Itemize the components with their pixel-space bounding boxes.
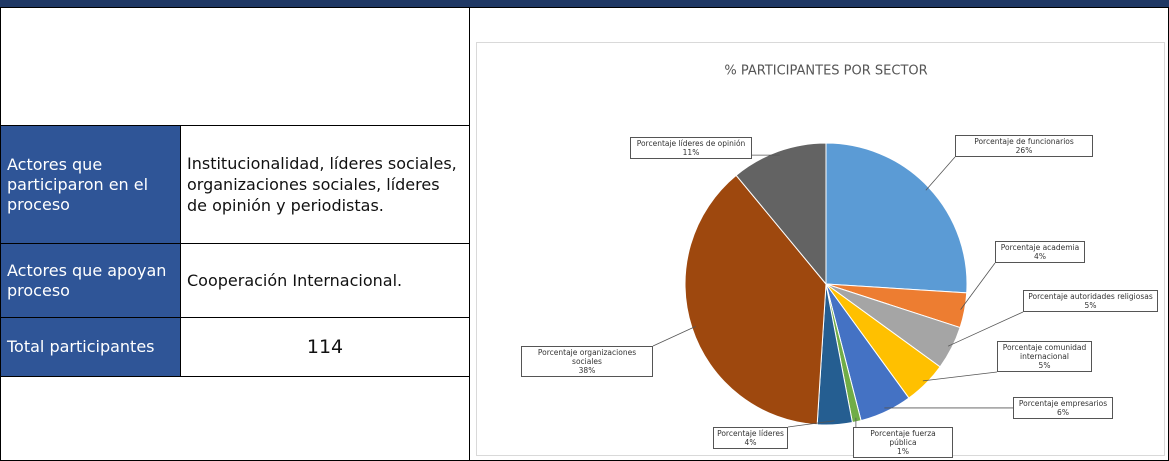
- leader-line: [960, 262, 996, 310]
- data-label: Porcentaje academia 4%: [995, 241, 1085, 263]
- data-label: Porcentaje empresarios 6%: [1013, 397, 1113, 419]
- leader-line: [652, 325, 696, 347]
- value-label: 38%: [578, 366, 596, 375]
- leader-line: [922, 371, 998, 382]
- data-label: Porcentaje organizaciones sociales 38%: [521, 346, 653, 377]
- category-label: Porcentaje líderes de opinión: [636, 139, 746, 148]
- category-label: Porcentaje líderes: [717, 429, 784, 438]
- data-label: Porcentaje líderes de opinión 11%: [630, 137, 752, 159]
- row-label: Actores que apoyan proceso: [0, 243, 181, 318]
- value-label: 4%: [744, 438, 757, 447]
- category-label: Porcentaje comunidad internacional: [1002, 343, 1087, 361]
- value-label: 6%: [1057, 408, 1069, 417]
- data-label: Porcentaje líderes 4%: [713, 427, 788, 449]
- pie-slice: [825, 142, 968, 294]
- pie-slice: [735, 142, 827, 286]
- value-label: 1%: [897, 447, 909, 456]
- value-label: 11%: [682, 148, 700, 157]
- category-label: Porcentaje empresarios: [1018, 399, 1108, 408]
- value-label: 5%: [1038, 361, 1051, 370]
- value-label: 26%: [1015, 146, 1033, 155]
- data-label: Porcentaje fuerza pública 1%: [853, 427, 953, 458]
- leader-line: [947, 311, 1024, 347]
- chart-frame: [476, 42, 1165, 456]
- value-label: 4%: [1034, 252, 1046, 261]
- chart-title: % PARTICIPANTES POR SECTOR: [724, 64, 927, 79]
- category-label: Porcentaje autoridades religiosas: [1028, 292, 1153, 301]
- leader-line: [925, 156, 956, 191]
- category-label: Porcentaje organizaciones sociales: [537, 348, 637, 366]
- category-label: Porcentaje fuerza pública: [870, 429, 936, 447]
- value-label: 5%: [1084, 301, 1097, 310]
- data-label: Porcentaje de funcionarios 26%: [955, 135, 1093, 157]
- row-label: Total participantes: [0, 317, 181, 377]
- pie-slice: [684, 174, 827, 426]
- leader-line: [787, 420, 835, 428]
- category-label: Porcentaje de funcionarios: [974, 137, 1074, 146]
- top-bar: [0, 0, 1169, 7]
- category-label: Porcentaje academia: [1000, 243, 1080, 252]
- row-value: Institucionalidad, líderes sociales, org…: [180, 125, 470, 244]
- data-label: Porcentaje autoridades religiosas 5%: [1023, 290, 1158, 312]
- data-label: Porcentaje comunidad internacional 5%: [997, 341, 1092, 372]
